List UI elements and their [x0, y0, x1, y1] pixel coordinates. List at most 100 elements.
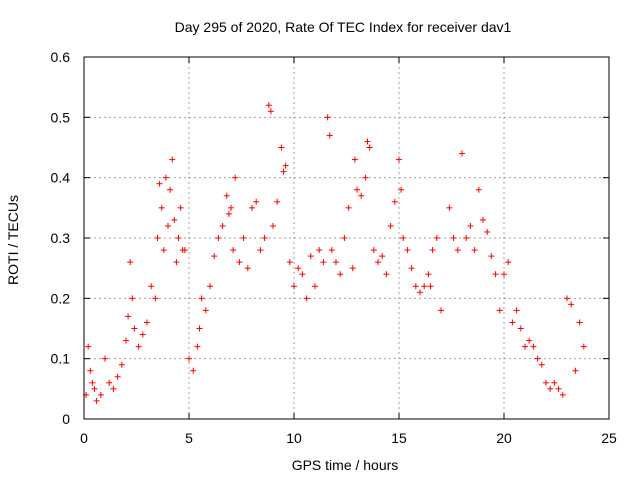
x-tick-labels: 0 5 10 15 20 25 [80, 430, 617, 446]
data-point [421, 283, 428, 290]
data-point [291, 283, 297, 290]
data-point [194, 343, 201, 350]
data-point [135, 343, 142, 350]
data-point [253, 198, 260, 205]
data-point [236, 259, 243, 266]
data-point [244, 265, 251, 272]
data-point [522, 343, 528, 350]
data-point [379, 253, 386, 260]
y-tick-label: 0 [62, 411, 70, 427]
data-point [580, 343, 587, 350]
data-point [158, 204, 165, 211]
data-point [186, 355, 192, 362]
data-point [425, 271, 432, 278]
y-tick-label: 0.6 [51, 49, 71, 65]
data-point [87, 367, 94, 374]
data-point [274, 198, 281, 205]
data-point [404, 247, 411, 254]
data-point [97, 391, 104, 398]
data-point [215, 235, 222, 241]
data-point [211, 253, 218, 260]
data-point [240, 235, 247, 241]
data-point [408, 265, 415, 272]
y-tick-labels: 0 0.1 0.2 0.3 0.4 0.5 0.6 [51, 49, 71, 427]
data-point [526, 337, 533, 344]
data-point [484, 228, 491, 235]
data-point [207, 283, 213, 290]
data-point [148, 283, 155, 290]
data-point [282, 162, 289, 169]
data-point [576, 319, 583, 326]
data-point [517, 325, 524, 332]
data-point [167, 186, 174, 193]
data-point [303, 295, 310, 302]
data-point [286, 259, 293, 266]
data-point [118, 361, 125, 368]
y-tick-label: 0.5 [51, 109, 71, 125]
data-point [328, 247, 335, 254]
data-point [165, 222, 171, 229]
data-point [333, 259, 339, 266]
data-point [125, 313, 132, 320]
data-point [551, 379, 558, 386]
data-point [543, 379, 549, 386]
x-tick-label: 15 [391, 430, 407, 446]
data-point [417, 289, 423, 296]
data-point [337, 271, 344, 278]
data-point [467, 222, 474, 229]
data-point [139, 331, 146, 338]
data-point [225, 210, 232, 217]
data-point [320, 259, 327, 266]
data-point [270, 222, 276, 229]
data-point [232, 174, 239, 181]
data-point [173, 259, 180, 266]
data-point [480, 216, 486, 223]
data-point [429, 247, 436, 254]
data-point [156, 180, 163, 187]
data-point [412, 283, 419, 290]
data-point [110, 385, 117, 392]
data-point [358, 192, 365, 199]
x-tick-label: 25 [601, 430, 617, 446]
data-point [181, 247, 188, 254]
data-point [219, 222, 226, 229]
data-point [564, 295, 570, 302]
data-point [265, 102, 272, 109]
data-point [106, 379, 113, 386]
data-point [89, 379, 96, 386]
data-point [307, 253, 314, 260]
data-point [375, 259, 381, 266]
data-point [162, 174, 169, 181]
data-point [177, 204, 184, 211]
data-point [568, 301, 575, 308]
data-point [505, 259, 512, 266]
data-point [202, 307, 209, 314]
x-axis-label: GPS time / hours [292, 457, 399, 473]
data-point [316, 247, 323, 254]
data-point [324, 114, 331, 121]
y-tick-label: 0.4 [51, 170, 71, 186]
chart-title: Day 295 of 2020, Rate Of TEC Index for r… [175, 19, 512, 35]
x-tick-label: 20 [496, 430, 512, 446]
data-point [496, 307, 503, 314]
data-point [370, 247, 377, 254]
data-point [154, 235, 161, 241]
data-point [351, 156, 358, 163]
data-point [223, 192, 230, 199]
data-point [127, 259, 134, 266]
data-point [171, 216, 178, 223]
data-point [169, 156, 176, 163]
data-point [400, 235, 407, 241]
data-point [364, 138, 371, 145]
data-point [475, 186, 482, 193]
x-tick-label: 5 [185, 430, 193, 446]
data-point [228, 204, 234, 211]
data-point [345, 204, 352, 211]
y-axis-label: ROTI / TECUs [5, 195, 21, 285]
data-point [427, 283, 434, 290]
data-point [387, 222, 394, 229]
data-point [383, 271, 390, 278]
data-point [534, 355, 541, 362]
x-tick-label: 0 [80, 430, 88, 446]
